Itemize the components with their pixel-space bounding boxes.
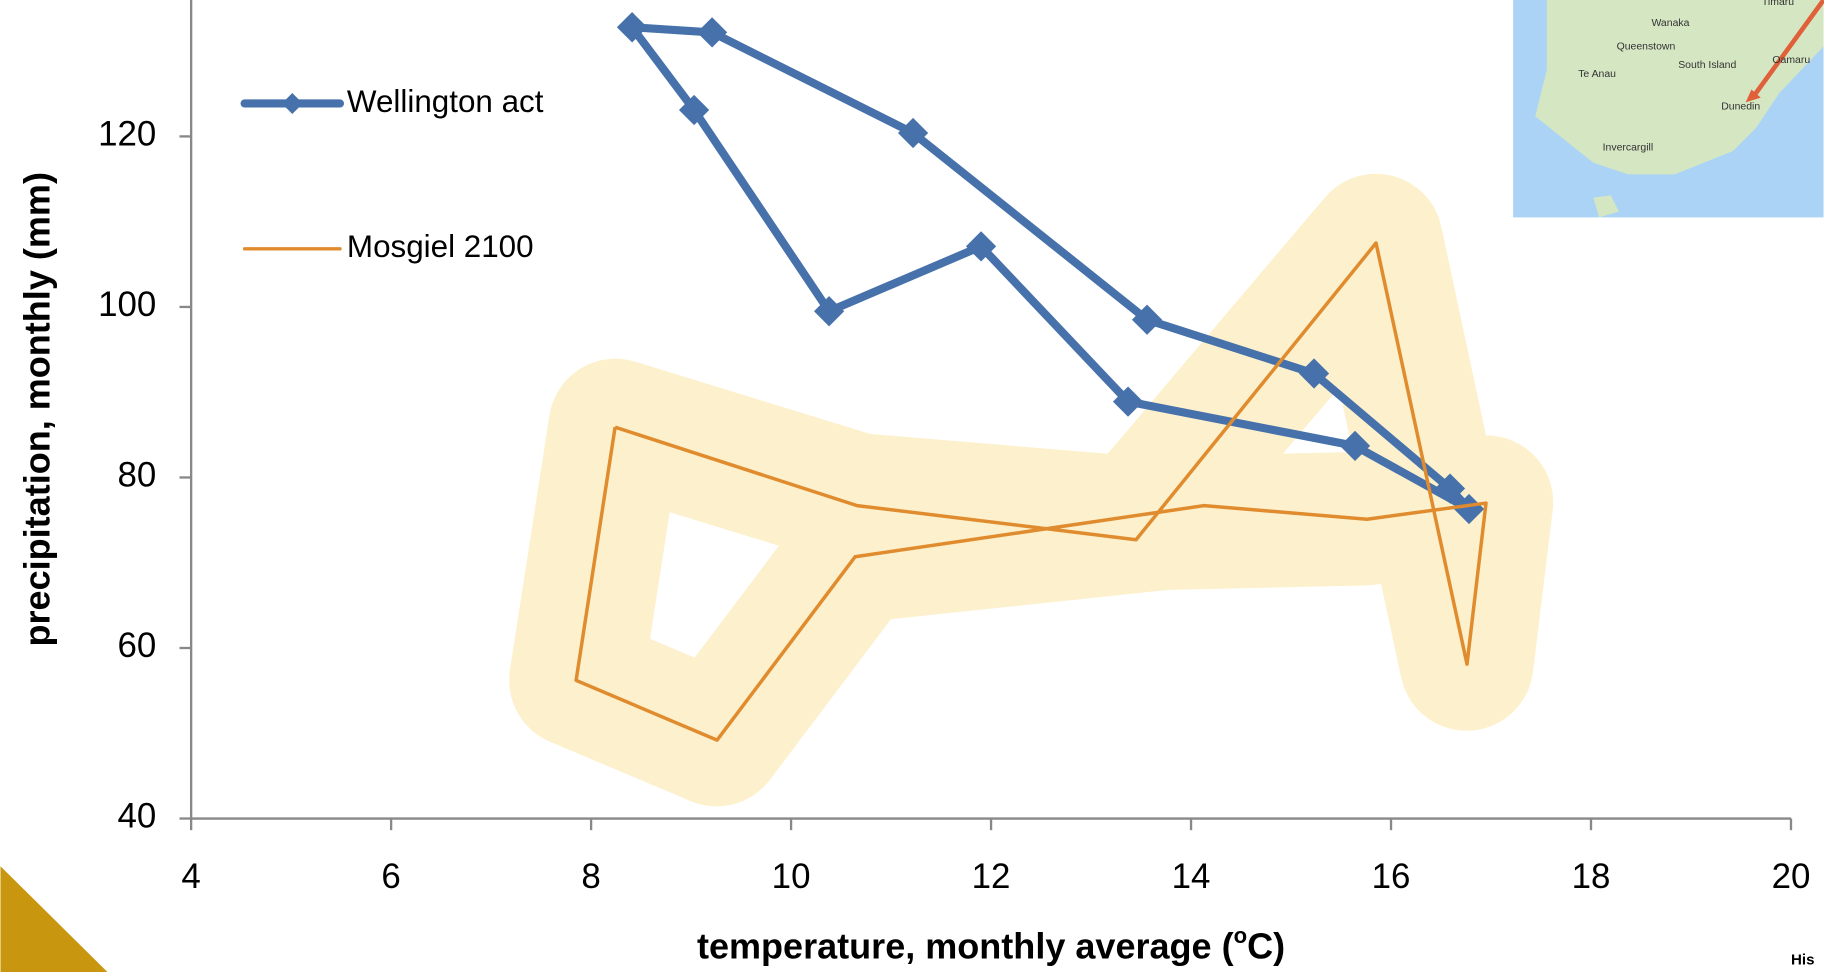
x-axis-title-part: temperature, monthly average ( — [697, 925, 1234, 966]
map-label: Invercargill — [1603, 142, 1654, 153]
inset-map: Timaru Wanaka Queenstown South Island Oa… — [1513, 0, 1823, 217]
x-tick-label: 18 — [1572, 857, 1611, 896]
corner-triangle — [0, 866, 107, 972]
y-axis-title: precipitation, monthly (mm) — [17, 172, 58, 646]
legend-label: Mosgiel 2100 — [347, 229, 534, 264]
x-tick-label: 10 — [772, 857, 811, 896]
y-tick-label: 100 — [98, 285, 156, 324]
y-tick-label: 40 — [117, 797, 156, 836]
data-point — [697, 17, 727, 47]
x-tick-label: 20 — [1772, 857, 1811, 896]
x-axis-title-sup: o — [1234, 923, 1248, 948]
x-tick-label: 16 — [1372, 857, 1411, 896]
map-label: Oamaru — [1772, 55, 1810, 66]
map-label: Wanaka — [1651, 18, 1689, 29]
x-tick-label: 8 — [581, 857, 600, 896]
y-tick-label: 120 — [98, 115, 156, 154]
y-tick-label: 60 — [117, 626, 156, 665]
map-label: Te Anau — [1578, 69, 1616, 80]
x-tick-label: 6 — [381, 857, 400, 896]
x-axis-title: temperature, monthly average (oC) — [697, 923, 1285, 966]
highlight-band — [576, 241, 1486, 740]
map-label: Timaru — [1762, 0, 1794, 8]
y-tick-label: 80 — [117, 456, 156, 495]
x-tick-label: 12 — [972, 857, 1011, 896]
map-label: Dunedin — [1721, 102, 1760, 113]
x-tick-label: 4 — [181, 857, 200, 896]
page: {"chart_data": { "type": "scatter-line",… — [0, 0, 1824, 972]
map-label: Queenstown — [1617, 41, 1676, 52]
map-label: South Island — [1678, 60, 1736, 71]
footnote: His — [1791, 951, 1815, 968]
x-tick-label: 14 — [1172, 857, 1211, 896]
x-axis-title-part: C) — [1247, 925, 1285, 966]
chart: Timaru Wanaka Queenstown South Island Oa… — [0, 0, 1824, 972]
legend-marker — [282, 93, 303, 114]
legend-label: Wellington act — [347, 84, 544, 119]
